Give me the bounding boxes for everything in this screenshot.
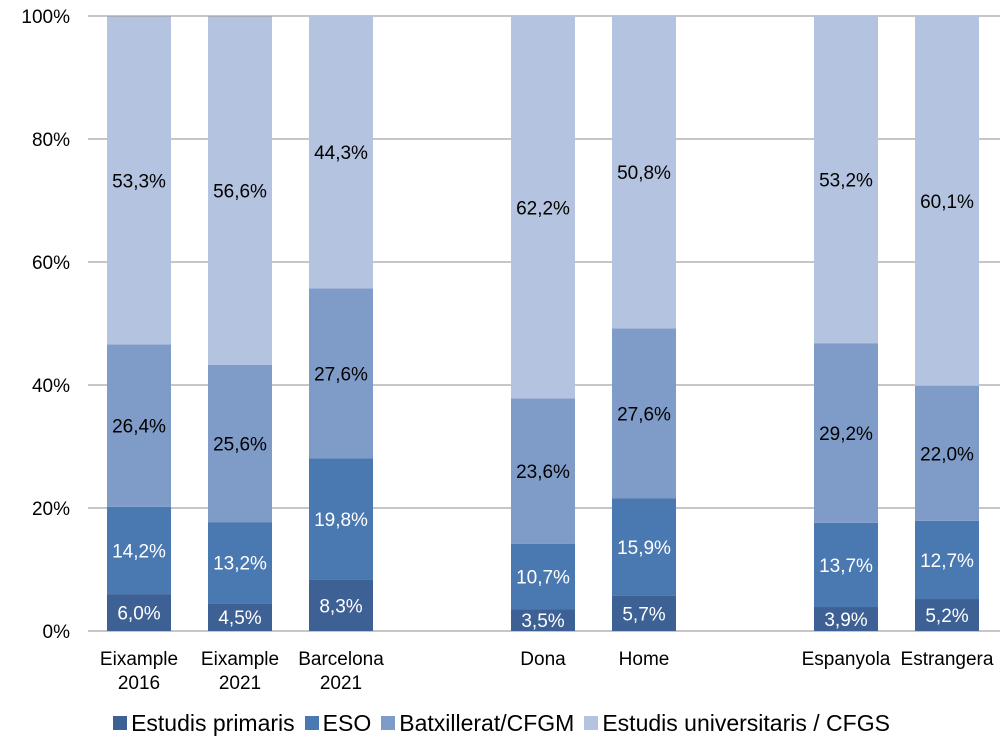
bar-segment [915,385,979,521]
legend-swatch [304,716,319,730]
data-label: 8,3% [319,596,362,617]
x-tick-label: Home [619,649,670,670]
bar-segment [915,599,979,631]
legend-label: Estudis primaris [131,709,295,736]
x-axis: Eixample 2016 Eixample 2021 Barcelona 2021 Don… [100,649,994,694]
bar-segment [511,16,575,399]
legend-label: ESO [322,709,372,736]
data-label: 12,7% [920,551,974,572]
data-label: 27,6% [314,364,368,385]
legend-swatch [584,716,599,730]
legend-swatch [381,716,396,730]
bar-segment [309,579,373,631]
x-tick-label: 2021 [219,673,261,694]
data-label: 56,6% [213,182,267,203]
legend-item-estudis-universitaris: Estudis universitaris / CFGS [584,710,890,737]
y-tick-label: 40% [32,376,70,397]
data-label: 60,1% [920,192,974,213]
data-label: 53,2% [819,171,873,192]
bar-segment [814,16,878,344]
y-axis: 0% 20% 40% 60% 80% 100% [21,7,70,643]
legend-item-estudis-primaris: Estudis primaris [113,710,295,737]
bar-segment [814,607,878,631]
legend: Estudis primaris ESO Batxillerat/CFGM Es… [0,708,1003,738]
bar-segment [309,288,373,459]
data-label: 25,6% [213,434,267,455]
data-label: 5,7% [622,604,665,625]
data-label: 29,2% [819,424,873,445]
y-tick-label: 80% [32,130,70,151]
x-tick-label: Estrangera [901,649,994,670]
bar-segment [309,16,373,289]
x-tick-label: Eixample [201,649,279,670]
bar-segment [107,344,171,507]
data-label: 15,9% [617,538,671,559]
x-tick-label: Eixample [100,649,178,670]
bar-segment [915,520,979,600]
bar-segment [612,595,676,631]
legend-item-batxillerat: Batxillerat/CFGM [381,710,574,737]
data-label: 23,6% [516,462,570,483]
data-label: 44,3% [314,143,368,164]
x-tick-label: 2016 [118,673,160,694]
bar-segment [814,522,878,608]
x-tick-label: 2021 [320,673,362,694]
data-label: 4,5% [218,608,261,629]
data-label: 3,5% [521,611,564,632]
legend-swatch [113,716,128,730]
bar-segment [309,458,373,580]
y-tick-label: 60% [32,253,70,274]
y-tick-label: 100% [21,7,70,28]
data-label: 19,8% [314,510,368,531]
bar-segment [107,16,171,345]
bar-segment [208,16,272,365]
legend-label: Batxillerat/CFGM [399,709,575,736]
data-label: 22,0% [920,444,974,465]
bar-segment [612,498,676,596]
data-label: 13,2% [213,554,267,575]
bar-segment [511,543,575,610]
legend-label: Estudis universitaris / CFGS [602,709,890,736]
data-label: 3,9% [824,610,867,631]
data-label: 10,7% [516,568,570,589]
data-label: 26,4% [112,417,166,438]
bar-segment [511,609,575,631]
bars: 6,0% 14,2% 26,4% 53,3% 4,5% 13,2% 25,6% 56,6% 8,… [107,16,979,632]
bar-segment [208,364,272,523]
data-label: 27,6% [617,404,671,425]
y-tick-label: 20% [32,499,70,520]
bar-segment [208,522,272,604]
bar-segment [612,328,676,499]
bar-segment [107,506,171,595]
bar-segment [612,16,676,329]
data-label: 62,2% [516,198,570,219]
data-label: 6,0% [117,604,160,625]
x-tick-label: Dona [520,649,566,670]
legend-item-eso: ESO [304,709,372,737]
data-label: 14,2% [112,541,166,562]
bar-segment [107,594,171,631]
data-label: 53,3% [112,172,166,193]
bar-segment [511,398,575,544]
bar-segment [915,16,979,386]
bar-segment [814,343,878,523]
y-tick-label: 0% [43,622,71,643]
x-tick-label: Barcelona [298,649,384,670]
data-label: 13,7% [819,556,873,577]
data-label: 50,8% [617,163,671,184]
data-label: 5,2% [925,606,968,627]
x-tick-label: Espanyola [802,649,891,670]
stacked-bar-chart: 0% 20% 40% 60% 80% 100% 6,0% 14,2% 26,4% 53,3% 4,… [21,7,1000,694]
bar-segment [208,603,272,631]
